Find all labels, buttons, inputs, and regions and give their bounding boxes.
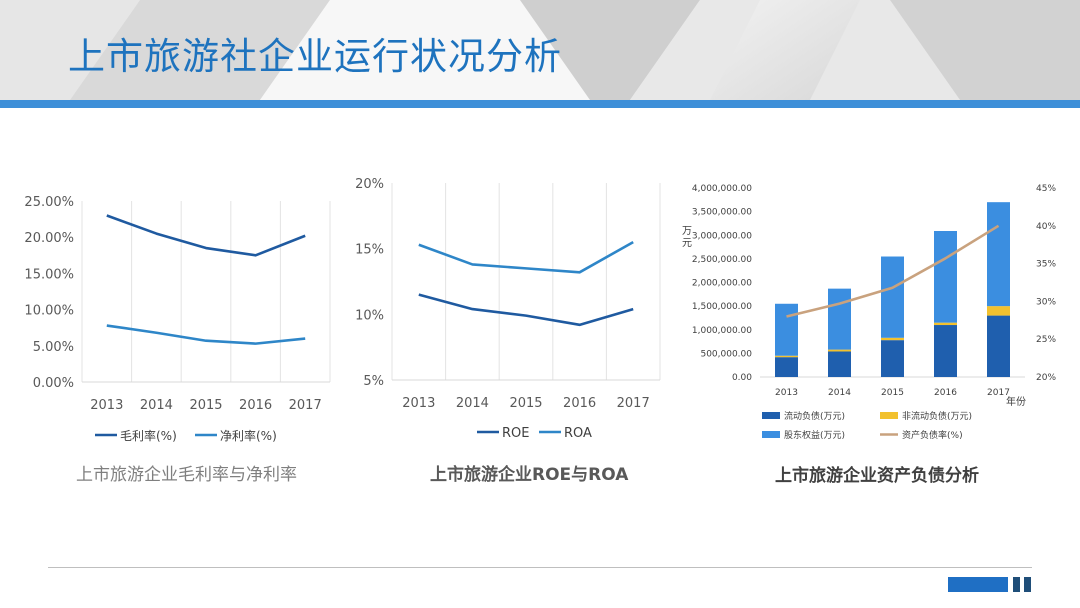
x-tick-label: 2017	[987, 388, 1010, 398]
x-tick-label: 2016	[239, 398, 272, 413]
y-tick-label: 20.00%	[24, 231, 74, 246]
caption-margin-rates: 上市旅游企业毛利率与净利率	[76, 465, 297, 485]
x-tick-label: 2014	[828, 388, 851, 398]
series-line	[106, 324, 306, 345]
y-tick-label: 20%	[355, 177, 384, 192]
bar-segment	[881, 256, 904, 338]
y-tick-label: 15.00%	[24, 267, 74, 282]
y2-tick-label: 45%	[1036, 184, 1056, 194]
y2-tick-label: 40%	[1036, 222, 1056, 232]
legend-swatch	[880, 412, 898, 419]
legend-label: 资产负债率(%)	[902, 429, 963, 441]
footer-accent-bar	[948, 577, 1008, 592]
y-axis-label-2: 元	[682, 238, 692, 249]
caption-roe-roa: 上市旅游企业ROE与ROA	[430, 465, 629, 485]
legend-swatch	[762, 412, 780, 419]
y2-tick-label: 20%	[1036, 373, 1056, 383]
bar-segment	[775, 355, 798, 358]
bar-segment	[934, 325, 957, 377]
y-tick-label: 2,000,000.00	[692, 279, 752, 289]
legend-label: 非流动负债(万元)	[902, 410, 972, 422]
header-banner: 上市旅游社企业运行状况分析	[0, 0, 1080, 110]
legend-label: ROA	[564, 426, 592, 441]
bar-segment	[987, 306, 1010, 316]
bar-segment	[828, 349, 851, 352]
y-tick-label: 0.00	[732, 373, 752, 383]
x-tick-label: 2013	[775, 388, 798, 398]
legend-label: ROE	[502, 426, 529, 441]
footer-accent-block	[1024, 577, 1031, 592]
x-tick-label: 2013	[402, 396, 435, 411]
y2-tick-label: 25%	[1036, 335, 1056, 345]
x-tick-label: 2015	[881, 388, 904, 398]
y-tick-label: 2,500,000.00	[692, 255, 752, 265]
y-tick-label: 3,000,000.00	[692, 231, 752, 241]
bar-segment	[987, 202, 1010, 307]
chart-roe-roa: 5% 10% 15% 20% 2013 2014 2015 2016 2017 ROE ROA	[355, 177, 661, 441]
series-line	[106, 214, 306, 257]
bar-segment	[987, 315, 1010, 377]
footer-accent-block	[1013, 577, 1020, 592]
y-tick-label: 10.00%	[24, 304, 74, 319]
caption-asset-liability: 上市旅游企业资产负债分析	[775, 466, 979, 486]
chart-margin-rates: 0.00% 5.00% 10.00% 15.00% 20.00% 25.00% 2013 20…	[24, 195, 331, 443]
x-tick-label: 2013	[90, 398, 123, 413]
x-tick-label: 2014	[456, 396, 489, 411]
bar-segment	[881, 337, 904, 341]
x-tick-label: 2016	[563, 396, 596, 411]
bar-segment	[934, 230, 957, 323]
y2-tick-label: 30%	[1036, 297, 1056, 307]
y-tick-label: 3,500,000.00	[692, 208, 752, 218]
x-axis-label: 年份	[1006, 395, 1026, 408]
x-tick-label: 2017	[289, 398, 322, 413]
y-tick-label: 5%	[363, 374, 384, 389]
y-tick-label: 5.00%	[33, 340, 74, 355]
y-tick-label: 4,000,000.00	[692, 184, 752, 194]
y-tick-label: 25.00%	[24, 195, 74, 210]
bar-segment	[881, 340, 904, 377]
page-title: 上市旅游社企业运行状况分析	[68, 35, 562, 78]
legend-label: 净利率(%)	[220, 428, 277, 443]
x-tick-label: 2015	[509, 396, 542, 411]
legend-swatch	[762, 431, 780, 438]
legend-label: 股东权益(万元)	[784, 429, 845, 441]
x-tick-label: 2017	[617, 396, 650, 411]
y-tick-label: 1,500,000.00	[692, 302, 752, 312]
bar-segment	[775, 303, 798, 356]
chart-asset-liability: 0.00 500,000.00 1,000,000.00 1,500,000.00 2,…	[682, 184, 1056, 441]
bar-segment	[828, 288, 851, 350]
bar-segment	[775, 357, 798, 377]
y-tick-label: 0.00%	[33, 376, 74, 391]
ratio-line	[786, 224, 1000, 318]
y-tick-label: 500,000.00	[700, 349, 752, 359]
legend-label: 流动负债(万元)	[784, 410, 845, 422]
footer-divider	[48, 567, 1032, 568]
bar-segment	[828, 351, 851, 377]
bar-segment	[934, 322, 957, 326]
header-background	[0, 0, 1080, 108]
y-tick-label: 1,000,000.00	[692, 326, 752, 336]
y-axis-label-1: 万	[682, 226, 692, 237]
y-tick-label: 10%	[355, 308, 384, 323]
y2-tick-label: 35%	[1036, 260, 1056, 270]
series-line	[418, 293, 634, 327]
series-line	[418, 240, 634, 274]
y-tick-label: 15%	[355, 243, 384, 258]
legend-label: 毛利率(%)	[120, 428, 177, 443]
x-tick-label: 2014	[140, 398, 173, 413]
x-tick-label: 2015	[189, 398, 222, 413]
x-tick-label: 2016	[934, 388, 957, 398]
